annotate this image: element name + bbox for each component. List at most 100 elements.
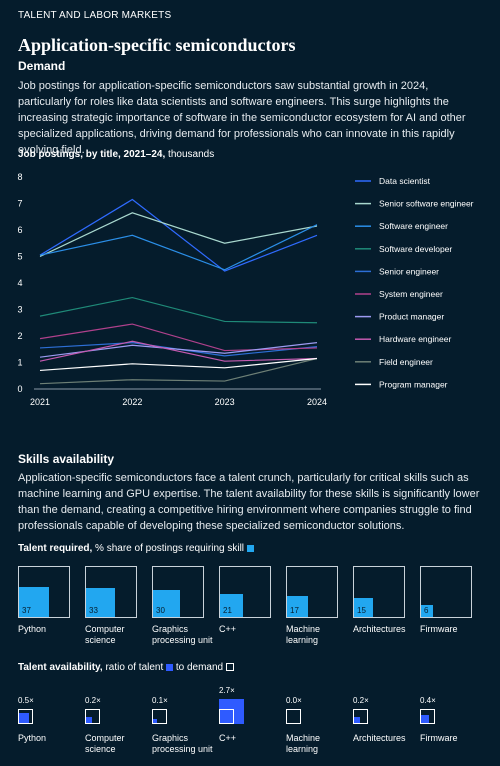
- line-chart-title: Job postings, by title, 2021–24, thousan…: [18, 149, 214, 160]
- talent-availability-title-mid: ratio of talent: [102, 662, 167, 673]
- demand-square: [18, 709, 33, 724]
- series-line: [39, 357, 318, 385]
- series-line: [39, 224, 318, 271]
- availability-fill: [420, 714, 430, 724]
- required-category-label: Firmware: [420, 624, 458, 634]
- availability-category-label: Computer science: [85, 733, 125, 754]
- demand-square: [286, 709, 301, 724]
- line-chart-title-unit: thousands: [165, 149, 215, 160]
- required-fill: 30: [153, 589, 181, 617]
- y-tick-label: 7: [17, 199, 22, 209]
- skills-heading: Skills availability: [18, 452, 115, 466]
- x-tick-label: 2024: [307, 397, 327, 407]
- y-tick-label: 1: [17, 358, 22, 368]
- demand-square: [152, 709, 167, 724]
- talent-required-title: Talent required, % share of postings req…: [18, 543, 255, 554]
- required-value: 15: [357, 606, 366, 615]
- series-line: [39, 323, 318, 352]
- required-tile: 17: [286, 566, 338, 618]
- talent-availability-row: 0.5× Python 0.2× Computer science 0.1× Graphi…: [0, 682, 500, 766]
- series-line: [39, 340, 318, 362]
- skills-text: Application-specific semiconductors face…: [18, 472, 480, 532]
- required-tile: 30: [152, 566, 204, 618]
- legend-label: Software developer: [379, 244, 452, 254]
- availability-value: 0.4×: [420, 696, 436, 705]
- availability-fill: [18, 713, 29, 724]
- availability-category-label: Machine learning: [286, 733, 321, 754]
- required-fill: 15: [354, 597, 374, 617]
- legend-label: Senior engineer: [379, 266, 439, 276]
- required-fill: 21: [220, 594, 243, 617]
- availability-fill: [353, 717, 360, 724]
- talent-required-title-bold: Talent required,: [18, 543, 93, 554]
- demand-square: [85, 709, 100, 724]
- demand-square: [219, 709, 234, 724]
- y-tick-label: 3: [17, 305, 22, 315]
- demand-square: [353, 709, 368, 724]
- required-fill: 6: [421, 604, 434, 617]
- availability-value: 2.7×: [219, 686, 235, 696]
- availability-value: 0.5×: [18, 696, 34, 705]
- availability-category-label: Architectures: [353, 733, 406, 743]
- required-value: 30: [156, 606, 165, 615]
- job-postings-line-chart: 0 1 2 3 4 5 6 7 8 2021 2022 2023 2024 Data scientist S…: [17, 172, 474, 407]
- series-line: [39, 212, 318, 258]
- availability-fill: [219, 699, 244, 724]
- demand-heading: Demand: [18, 59, 66, 73]
- required-category-label: Graphics processing unit: [152, 624, 213, 645]
- availability-legend-swatch: [166, 663, 174, 671]
- availability-category-label: C++: [219, 733, 237, 743]
- talent-availability-title: Talent availability, ratio of talent to …: [18, 662, 234, 673]
- required-value: 17: [290, 606, 299, 615]
- series-line: [39, 198, 318, 272]
- required-category-label: Architectures: [353, 624, 406, 634]
- x-tick-label: 2022: [122, 397, 142, 407]
- talent-required-row: 37 Python 33 Computer science 30 Graphics pro…: [0, 566, 500, 646]
- required-fill: 17: [287, 596, 308, 617]
- legend-label: Program manager: [379, 379, 448, 389]
- availability-category-label: Firmware: [420, 733, 458, 743]
- legend-label: Data scientist: [379, 176, 431, 186]
- x-tick-label: 2023: [215, 397, 235, 407]
- legend-label: Hardware engineer: [379, 334, 451, 344]
- series-line: [39, 342, 318, 358]
- required-fill: 37: [19, 586, 50, 617]
- y-tick-label: 0: [17, 384, 22, 394]
- line-chart-title-bold: Job postings, by title, 2021–24,: [18, 149, 166, 160]
- talent-availability-title-end: to demand: [173, 662, 226, 673]
- required-category-label: Computer science: [85, 624, 125, 645]
- y-tick-label: 6: [17, 225, 22, 235]
- legend-label: Software engineer: [379, 221, 448, 231]
- legend-label: Senior software engineer: [379, 199, 474, 209]
- availability-value: 0.2×: [85, 696, 101, 705]
- page-title: Application-specific semiconductors: [18, 35, 296, 55]
- y-tick-label: 5: [17, 252, 22, 262]
- required-value: 21: [223, 606, 232, 615]
- talent-required-title-rest: % share of postings requiring skill: [92, 543, 245, 554]
- required-category-label: Machine learning: [286, 624, 321, 645]
- required-legend-swatch: [247, 544, 255, 552]
- availability-category-label: Graphics processing unit: [152, 733, 213, 754]
- required-tile: 6: [420, 566, 472, 618]
- y-tick-label: 8: [17, 172, 22, 182]
- availability-fill: [85, 717, 92, 724]
- availability-fill: [152, 719, 157, 724]
- required-fill: 33: [86, 588, 115, 617]
- y-tick-label: 2: [17, 331, 22, 341]
- series-line: [39, 296, 318, 324]
- legend-label: Field engineer: [379, 357, 433, 367]
- legend-label: Product manager: [379, 312, 444, 322]
- series-line: [39, 357, 318, 372]
- required-tile: 15: [353, 566, 405, 618]
- required-value: 33: [89, 606, 98, 615]
- talent-availability-title-bold: Talent availability,: [18, 662, 103, 673]
- required-tile: 33: [85, 566, 137, 618]
- kicker: TALENT AND LABOR MARKETS: [18, 10, 172, 21]
- required-tile: 37: [18, 566, 70, 618]
- y-tick-label: 4: [17, 278, 22, 288]
- demand-legend-swatch: [225, 663, 234, 672]
- required-value: 37: [22, 606, 31, 615]
- legend-label: System engineer: [379, 289, 443, 299]
- required-category-label: Python: [18, 624, 47, 634]
- demand-text: Job postings for application-specific se…: [18, 80, 466, 156]
